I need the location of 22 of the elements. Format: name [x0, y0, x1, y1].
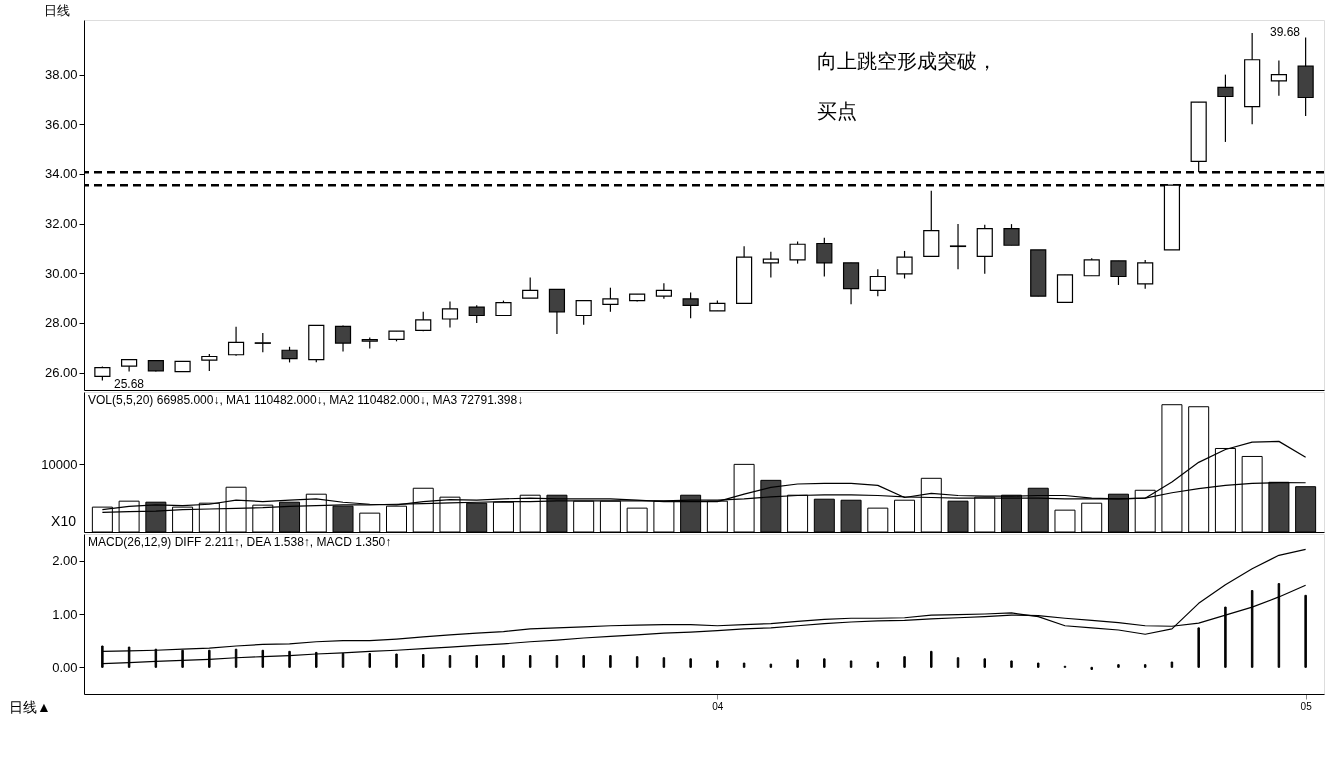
- annotation: 39.68: [1270, 25, 1301, 39]
- annotation: VOL(5,5,20) 66985.000↓, MA1 110482.000↓, MA2 110482.000↓, MA3 72791.398↓: [88, 393, 524, 407]
- y-tick-label: 26.00: [44, 365, 78, 381]
- y-tick-label: 38.00: [44, 67, 78, 83]
- y-tick-label: 0.00: [52, 659, 78, 675]
- y-tick-label: 1.00: [52, 606, 78, 622]
- annotation: 向上跳空形成突破，: [817, 50, 997, 72]
- y-tick-label: 36.00: [44, 116, 78, 132]
- text: X10: [51, 513, 77, 529]
- x-tick-label: 05: [1300, 700, 1313, 712]
- annotation: 25.68: [114, 377, 145, 391]
- y-tick-label: 2.00: [52, 553, 78, 569]
- annotation: MACD(26,12,9) DIFF 2.211↑, DEA 1.538↑, MACD 1.350↑: [88, 535, 392, 549]
- chart-title: 日线: [44, 3, 71, 18]
- text: 日线▲: [9, 699, 51, 715]
- y-tick-label: 10000: [41, 456, 78, 472]
- annotation: 买点: [817, 100, 857, 122]
- y-tick-label: 34.00: [44, 166, 78, 182]
- y-tick-label: 32.00: [44, 216, 78, 232]
- y-tick-label: 30.00: [44, 265, 78, 281]
- y-tick-label: 28.00: [44, 315, 78, 331]
- x-tick-label: 04: [712, 700, 724, 712]
